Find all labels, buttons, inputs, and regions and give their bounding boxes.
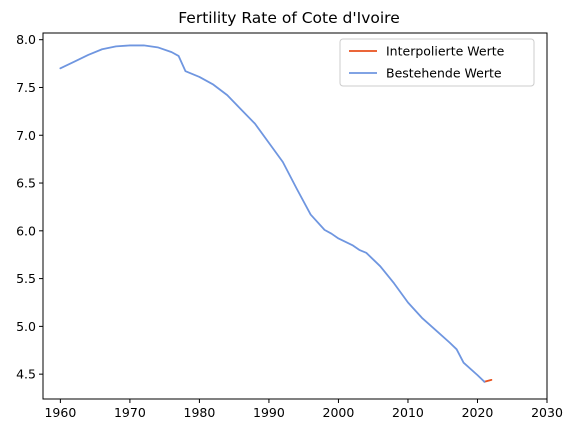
- y-tick-label: 7.5: [16, 80, 36, 95]
- x-tick-label: 2010: [392, 405, 424, 420]
- y-tick-label: 6.5: [16, 176, 36, 191]
- plot-area-frame: [42, 32, 548, 400]
- y-tick-label: 4.5: [16, 367, 36, 382]
- x-tick-label: 1980: [184, 405, 216, 420]
- x-axis: 1960 1970 1980 1990 2000 2010 2020 2030: [44, 399, 563, 420]
- legend-label: Bestehende Werte: [386, 66, 502, 81]
- legend-label: Interpolierte Werte: [386, 44, 505, 59]
- x-tick-label: 1990: [253, 405, 285, 420]
- x-tick-label: 1960: [44, 405, 76, 420]
- legend-box: [339, 38, 535, 87]
- x-tick-label: 1970: [114, 405, 146, 420]
- y-tick-label: 8.0: [16, 32, 36, 47]
- series-layer: [59, 44, 493, 383]
- y-tick-label: 5.5: [16, 271, 36, 286]
- x-tick-label: 2000: [323, 405, 355, 420]
- x-tick-label: 2030: [531, 405, 563, 420]
- y-tick-label: 5.0: [16, 319, 36, 334]
- legend: Interpolierte Werte Bestehende Werte: [339, 38, 535, 87]
- series-line-existing: [59, 44, 486, 383]
- chart-title: Fertility Rate of Cote d'Ivoire: [178, 9, 400, 27]
- y-axis: 4.5 5.0 5.5 6.0 6.5 7.0 7.5 8.0: [16, 32, 43, 382]
- x-tick-label: 2020: [462, 405, 494, 420]
- y-tick-label: 7.0: [16, 128, 36, 143]
- y-tick-label: 6.0: [16, 223, 36, 238]
- series-line-interpolated: [483, 378, 493, 383]
